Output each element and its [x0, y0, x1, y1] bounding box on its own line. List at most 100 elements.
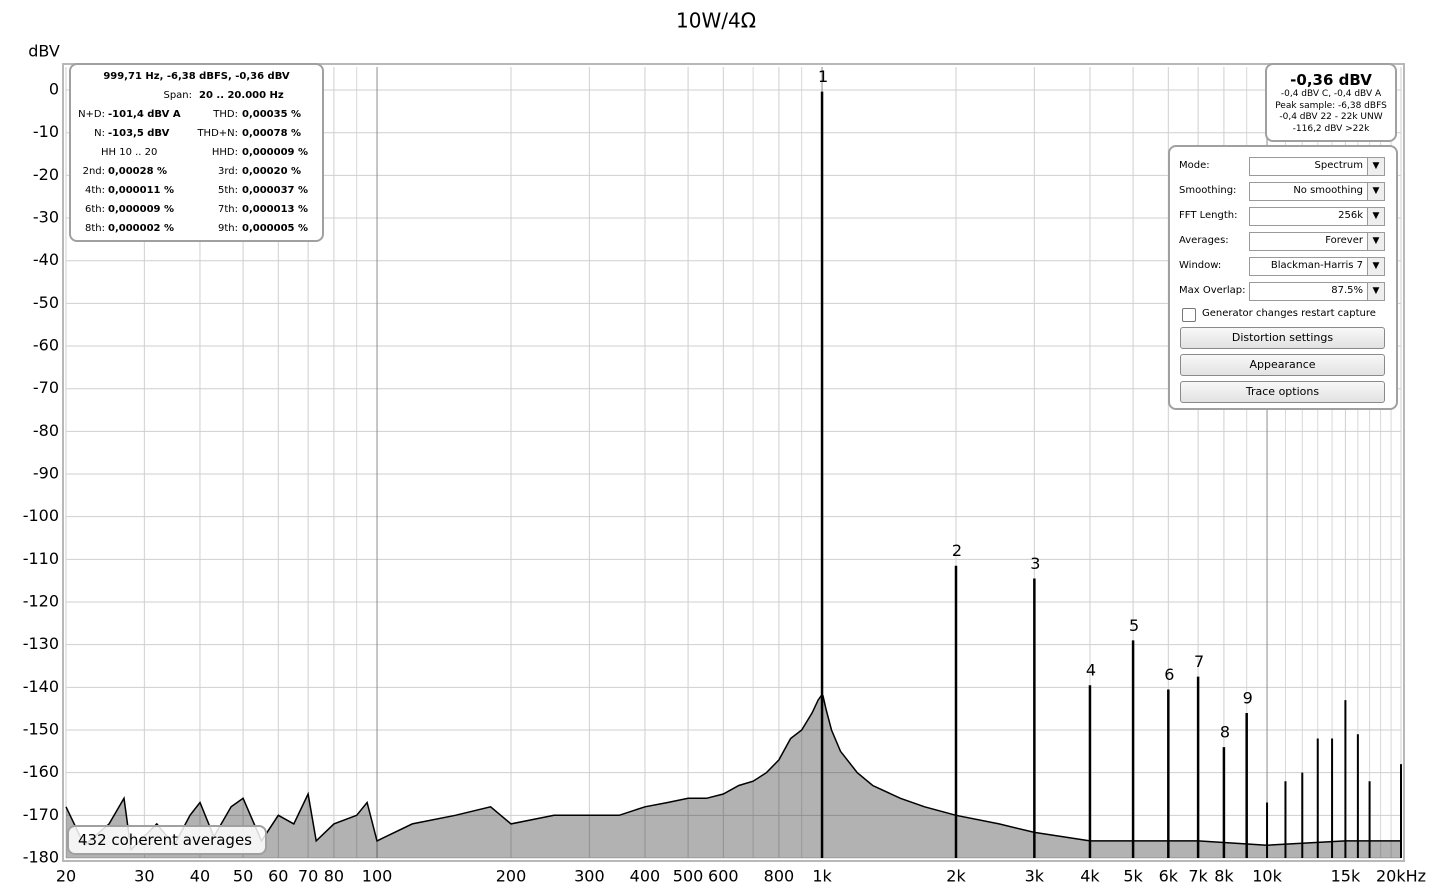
x-tick-label: 60 [268, 867, 288, 886]
y-tick-label: -50 [33, 293, 59, 312]
x-tick-label: 300 [574, 867, 605, 886]
y-tick-label: -10 [33, 122, 59, 141]
stat-value: -103,5 dBV [108, 128, 170, 139]
settings-panel: Mode: Spectrum ▼ Smoothing: No smoothing ▼ FFT… [1168, 145, 1398, 410]
dropdown[interactable]: 256k ▼ [1249, 207, 1385, 226]
dropdown-value: 87.5% [1331, 285, 1363, 296]
x-tick-label: 2k [946, 867, 966, 886]
dropdown-arrow: ▼ [1367, 283, 1384, 300]
level-main: -0,36 dBV [1290, 71, 1372, 89]
chart-title: 10W/4Ω [676, 9, 756, 33]
stat-value: 0,000037 % [242, 185, 309, 196]
harmonic-label: 6 [1164, 665, 1174, 684]
button[interactable]: Appearance [1180, 354, 1385, 376]
x-tick-label: 20kHz [1376, 867, 1426, 886]
stat-value: 0,000005 % [242, 223, 309, 234]
level-panel: -0,36 dBV -0,4 dBV C, -0,4 dBV A Peak samp… [1265, 63, 1397, 142]
stat-label: THD: [213, 109, 238, 120]
x-tick-label: 80 [324, 867, 344, 886]
stat-value: 0,000009 % [108, 204, 175, 215]
averages-label: 432 coherent averages [67, 825, 267, 855]
y-tick-label: -140 [23, 677, 59, 696]
x-tick-label: 4k [1080, 867, 1100, 886]
stat-value: 0,000009 % [242, 147, 309, 158]
dropdown[interactable]: Blackman-Harris 7 ▼ [1249, 257, 1385, 276]
y-tick-label: -130 [23, 634, 59, 653]
stat-label: THD+N: [197, 128, 238, 139]
harmonic-label: 4 [1086, 661, 1096, 680]
dropdown-arrow: ▼ [1367, 258, 1384, 275]
dropdown-value: No smoothing [1293, 185, 1363, 196]
stat-label: N: [94, 128, 105, 139]
y-tick-label: -120 [23, 592, 59, 611]
stats-panel: 999,71 Hz, -6,38 dBFS, -0,36 dBV Span: 20 … [69, 63, 324, 242]
y-tick-label: -100 [23, 506, 59, 525]
dropdown-value: 256k [1338, 210, 1363, 221]
stat-value: 0,00078 % [242, 128, 302, 139]
button[interactable]: Trace options [1180, 381, 1385, 403]
span-label: Span: [163, 90, 192, 101]
stat-value: 0,00020 % [242, 166, 302, 177]
x-tick-label: 20 [56, 867, 76, 886]
x-tick-label: 15k [1331, 867, 1361, 886]
stat-label: HHD: [211, 147, 238, 158]
dropdown-value: Forever [1325, 235, 1363, 246]
dropdown[interactable]: 87.5% ▼ [1249, 282, 1385, 301]
harmonic-label: 8 [1220, 723, 1230, 742]
dropdown[interactable]: Forever ▼ [1249, 232, 1385, 251]
dropdown-arrow: ▼ [1367, 158, 1384, 175]
x-tick-label: 5k [1123, 867, 1143, 886]
y-tick-label: 0 [49, 80, 59, 99]
dropdown[interactable]: No smoothing ▼ [1249, 182, 1385, 201]
button[interactable]: Distortion settings [1180, 327, 1385, 349]
x-tick-label: 1k [812, 867, 832, 886]
stats-header: 999,71 Hz, -6,38 dBFS, -0,36 dBV [103, 71, 290, 82]
stat-value: 0,000002 % [108, 223, 175, 234]
stat-label: 6th: [85, 204, 105, 215]
y-tick-label: -60 [33, 336, 59, 355]
dropdown[interactable]: Spectrum ▼ [1249, 157, 1385, 176]
stat-value: 0,000013 % [242, 204, 309, 215]
y-tick-label: -40 [33, 250, 59, 269]
stat-label: 7th: [218, 204, 238, 215]
stat-label: 3rd: [217, 166, 238, 177]
y-tick-label: -80 [33, 421, 59, 440]
y-tick-label: -110 [23, 549, 59, 568]
x-tick-label: 7k [1188, 867, 1208, 886]
setting-label: Averages: [1179, 235, 1229, 246]
x-tick-label: 6k [1159, 867, 1179, 886]
stat-label: HH 10 .. 20 [101, 147, 158, 158]
y-tick-label: -70 [33, 378, 59, 397]
stat-label: 8th: [85, 223, 105, 234]
x-tick-label: 40 [190, 867, 210, 886]
harmonic-label: 1 [818, 67, 828, 86]
level-line: Peak sample: -6,38 dBFS [1275, 100, 1387, 111]
stat-label: 9th: [218, 223, 238, 234]
harmonic-label: 3 [1030, 554, 1040, 573]
x-tick-label: 400 [630, 867, 661, 886]
stat-value: 0,000011 % [108, 185, 175, 196]
dropdown-value: Spectrum [1314, 160, 1363, 171]
x-tick-label: 10k [1252, 867, 1282, 886]
setting-label: FFT Length: [1179, 210, 1238, 221]
stat-label: N+D: [78, 109, 105, 120]
stat-label: 4th: [85, 185, 105, 196]
stat-label: 2nd: [82, 166, 105, 177]
dropdown-value: Blackman-Harris 7 [1270, 260, 1363, 271]
y-tick-label: -90 [33, 464, 59, 483]
x-tick-label: 8k [1214, 867, 1234, 886]
x-tick-label: 30 [134, 867, 154, 886]
checkbox[interactable] [1182, 308, 1196, 322]
x-tick-label: 800 [764, 867, 795, 886]
stat-value: 0,00035 % [242, 109, 302, 120]
span-value: 20 .. 20.000 Hz [199, 90, 284, 101]
setting-label: Mode: [1179, 160, 1210, 171]
y-tick-label: -30 [33, 208, 59, 227]
x-tick-label: 3k [1025, 867, 1045, 886]
dropdown-arrow: ▼ [1367, 208, 1384, 225]
stat-label: 5th: [218, 185, 238, 196]
x-tick-label: 600 [708, 867, 739, 886]
y-tick-label: -160 [23, 762, 59, 781]
x-tick-label: 500 [673, 867, 704, 886]
